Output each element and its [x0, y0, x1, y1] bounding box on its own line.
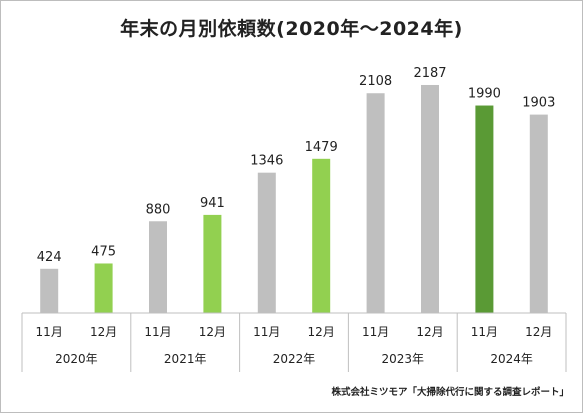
x-group-label: 2024年	[490, 352, 533, 366]
x-tick-label: 12月	[416, 325, 443, 339]
chart-title: 年末の月別依頼数(2020年〜2024年)	[120, 18, 463, 40]
x-group-label: 2020年	[55, 352, 98, 366]
data-label: 1903	[522, 96, 555, 111]
x-tick-label: 11月	[253, 325, 280, 339]
bar	[203, 214, 222, 313]
x-tick-label: 11月	[362, 325, 389, 339]
bar	[366, 93, 385, 313]
data-label: 2187	[413, 66, 446, 81]
x-tick-label: 12月	[525, 325, 552, 339]
x-group-label: 2023年	[382, 352, 425, 366]
data-label: 941	[200, 196, 225, 211]
bar	[94, 263, 113, 313]
data-label: 1479	[305, 140, 338, 155]
bar	[421, 84, 439, 313]
data-label: 880	[146, 202, 171, 217]
bar	[529, 114, 548, 313]
bar	[312, 158, 331, 313]
x-tick-label: 12月	[90, 325, 117, 339]
data-label: 424	[37, 250, 62, 265]
x-tick-label: 11月	[471, 325, 498, 339]
x-tick-label: 11月	[144, 325, 171, 339]
x-tick-label: 12月	[308, 325, 335, 339]
x-group-label: 2021年	[164, 352, 207, 366]
x-tick-label: 11月	[36, 325, 63, 339]
data-label: 1990	[468, 87, 501, 102]
data-label: 2108	[359, 74, 392, 89]
source-credit: 株式会社ミツモア「大掃除代行に関する調査レポート」	[331, 387, 569, 398]
bar	[40, 268, 59, 313]
bar	[149, 221, 167, 313]
bar	[475, 105, 494, 313]
data-label: 1346	[250, 154, 283, 169]
x-tick-label: 12月	[199, 325, 226, 339]
x-group-label: 2022年	[273, 352, 316, 366]
data-label: 475	[91, 244, 116, 259]
bar	[257, 172, 276, 313]
